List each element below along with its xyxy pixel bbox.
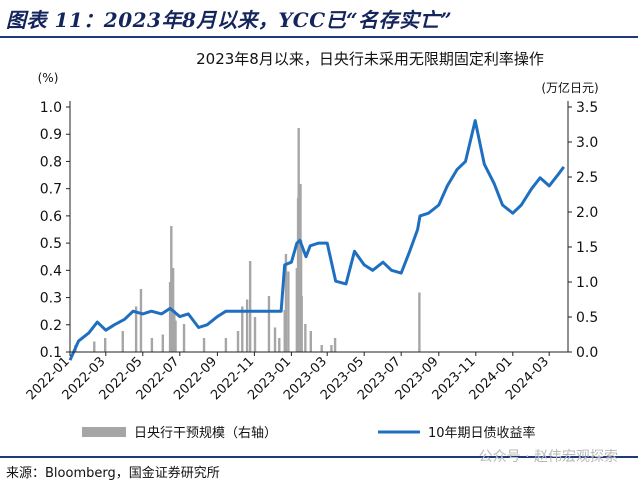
left-axis-unit: (%) <box>38 71 59 85</box>
intervention-bar <box>284 254 288 352</box>
chart-title: 2023年8月以来，日央行未采用无限期固定利率操作 <box>196 50 544 68</box>
intervention-bar <box>173 310 176 352</box>
watermark: 公众号 · 赵伟宏观探索 <box>478 449 618 465</box>
right-axis-tick-label: 3.5 <box>576 100 598 116</box>
intervention-bar <box>333 338 337 352</box>
intervention-bar <box>168 282 172 352</box>
right-axis-tick-label: 0.5 <box>576 310 598 326</box>
intervention-bar <box>273 327 277 352</box>
left-axis-tick-label: 0.7 <box>40 182 62 198</box>
left-axis-tick-label: 0.1 <box>40 345 62 361</box>
legend-line-label: 10年期日债收益率 <box>428 425 536 441</box>
intervention-bar <box>241 306 244 352</box>
jgb-10y-yield-line <box>68 119 566 361</box>
intervention-bar <box>253 317 257 352</box>
intervention-bar <box>150 338 154 352</box>
intervention-bar <box>236 331 240 352</box>
figure-title: 图表 11：2023年8月以来，YCC已“名存实亡” <box>6 8 453 32</box>
source-rule <box>0 456 638 458</box>
left-axis-tick-label: 0.9 <box>40 127 62 143</box>
intervention-bar <box>170 226 173 352</box>
intervention-bar <box>283 310 286 352</box>
source-note: 来源：Bloomberg，国金证券研究所 <box>6 466 220 481</box>
left-axis-tick-label: 0.2 <box>40 318 62 334</box>
axes-layer: 0.1 0.2 0.3 0.4 0.5 0.6 0.7 0.8 0.9 1.0 0.0 0.5 1.0 1… <box>24 100 598 403</box>
line-layer <box>68 119 566 361</box>
intervention-bar <box>161 334 165 352</box>
left-axis-tick-label: 0.5 <box>40 236 62 252</box>
intervention-bar <box>182 324 186 352</box>
left-axis-tick-label: 1.0 <box>40 100 62 116</box>
legend: 日央行干预规模（右轴） 10年期日债收益率 <box>82 425 536 441</box>
left-axis-tick-label: 0.6 <box>40 209 62 225</box>
intervention-bar <box>134 306 138 352</box>
intervention-bar <box>248 261 252 352</box>
title-rule <box>0 36 638 38</box>
left-axis-tick-label: 0.3 <box>40 291 62 307</box>
right-axis-unit: (万亿日元) <box>541 80 598 95</box>
right-axis-tick-label: 2.5 <box>576 170 598 186</box>
intervention-bar <box>278 338 281 352</box>
intervention-bar <box>245 299 249 352</box>
intervention-bar <box>174 320 177 352</box>
intervention-bar <box>287 271 290 352</box>
intervention-bar <box>202 338 206 352</box>
right-axis-tick-label: 3.0 <box>576 135 598 151</box>
intervention-bar <box>304 324 307 352</box>
legend-bars-swatch <box>82 427 126 437</box>
intervention-bar <box>418 292 421 352</box>
intervention-bar <box>121 331 124 352</box>
intervention-bar <box>309 331 313 352</box>
left-axis-tick-label: 0.4 <box>40 263 62 279</box>
left-axis-tick-label: 0.8 <box>40 154 62 170</box>
right-axis-tick-label: 2.0 <box>576 205 598 221</box>
right-axis-tick-label: 1.0 <box>576 275 598 291</box>
intervention-bar <box>93 341 96 352</box>
intervention-bar <box>295 268 299 352</box>
right-axis-tick-label: 0.0 <box>576 345 598 361</box>
intervention-bar <box>139 289 143 352</box>
intervention-bar <box>267 296 271 352</box>
intervention-bar <box>224 338 228 352</box>
legend-bars-label: 日央行干预规模（右轴） <box>134 426 277 441</box>
intervention-bar <box>330 345 333 352</box>
intervention-bar <box>103 338 107 352</box>
right-axis-tick-label: 1.5 <box>576 240 598 256</box>
intervention-bar <box>300 296 303 352</box>
intervention-bar <box>320 345 323 352</box>
